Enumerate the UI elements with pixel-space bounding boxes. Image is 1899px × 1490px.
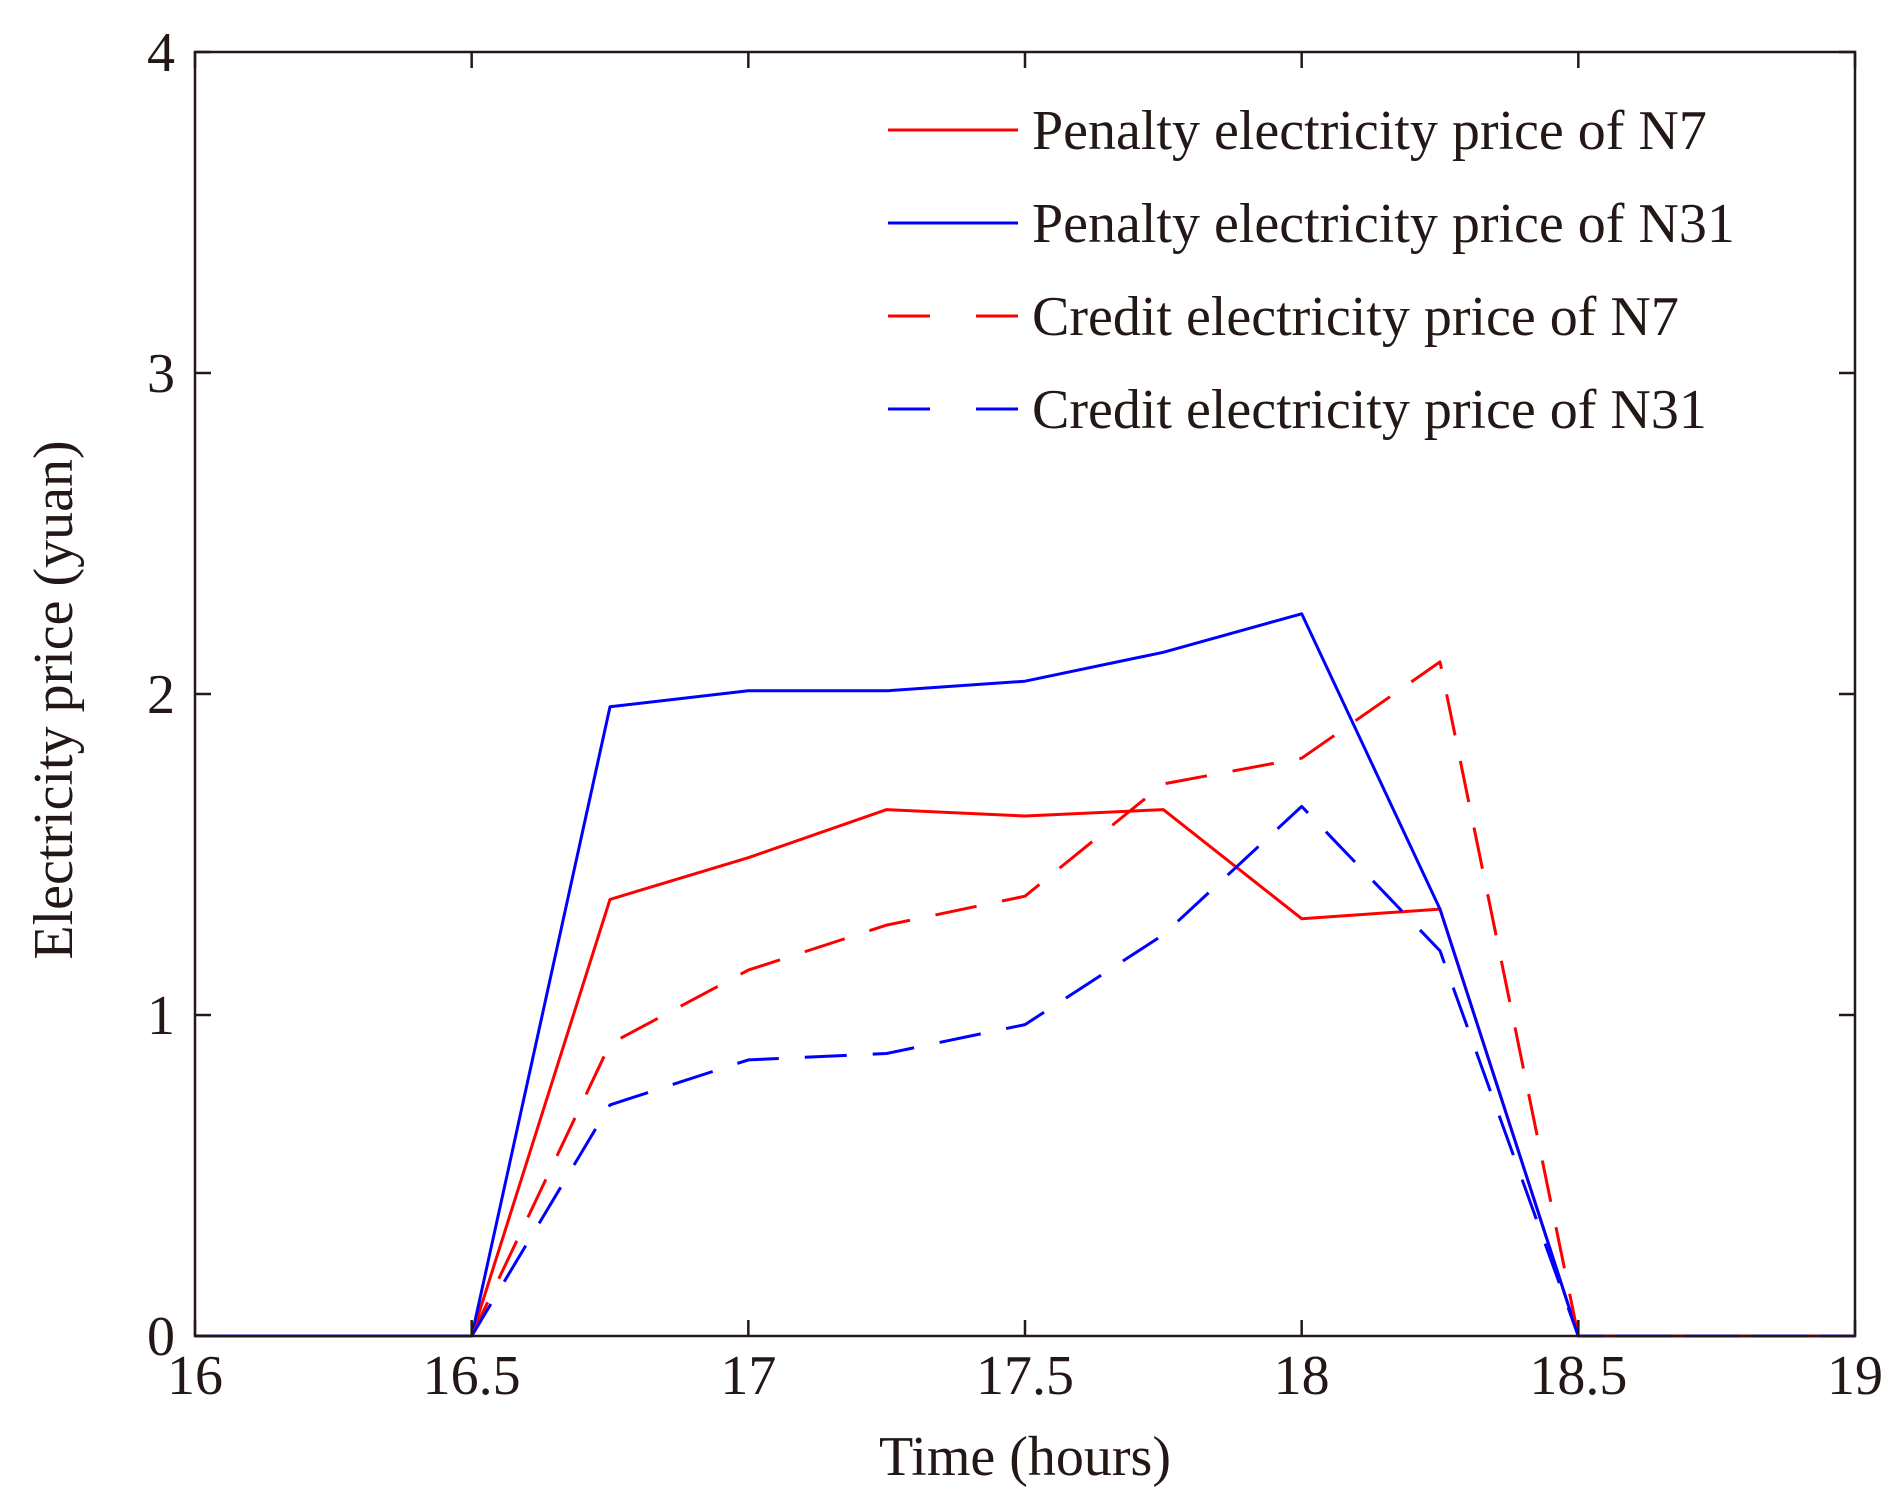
x-tick-label: 17 — [720, 1345, 776, 1407]
x-axis-label: Time (hours) — [879, 1426, 1171, 1488]
x-tick-label: 18 — [1274, 1345, 1330, 1407]
y-tick-label: 4 — [147, 22, 175, 84]
legend-label-1: Penalty electricity price of N7 — [1032, 100, 1707, 162]
x-tick-label: 17.5 — [976, 1345, 1074, 1407]
axis-ticks: 16 16.5 17 17.5 18 18.5 19 0 1 2 3 4 — [147, 22, 1883, 1407]
x-tick-label: 19 — [1827, 1345, 1883, 1407]
legend: Penalty electricity price of N7 Penalty e… — [888, 100, 1735, 441]
x-tick-label: 18.5 — [1529, 1345, 1627, 1407]
legend-label-2: Penalty electricity price of N31 — [1032, 193, 1735, 255]
x-tick-label: 16.5 — [423, 1345, 521, 1407]
legend-label-3: Credit electricity price of N7 — [1032, 286, 1679, 348]
x-tick-label: 16 — [167, 1345, 223, 1407]
y-tick-label: 1 — [147, 985, 175, 1047]
y-tick-label: 0 — [147, 1306, 175, 1368]
y-tick-label: 2 — [147, 664, 175, 726]
legend-label-4: Credit electricity price of N31 — [1032, 379, 1707, 441]
y-axis-label: Electricity price (yuan) — [23, 440, 85, 959]
y-tick-label: 3 — [147, 343, 175, 405]
